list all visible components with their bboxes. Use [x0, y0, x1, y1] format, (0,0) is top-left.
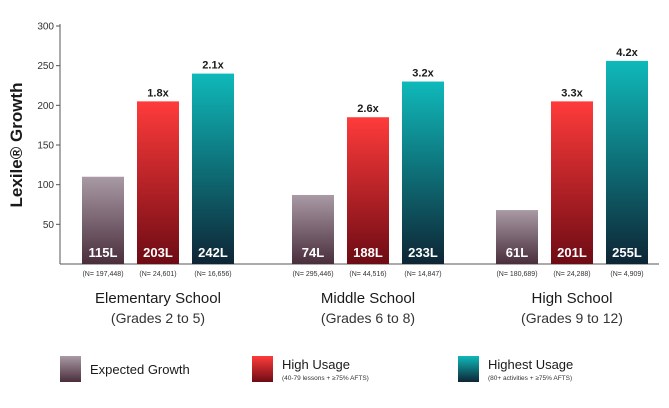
sample-size-label: (N= 4,909)	[610, 271, 643, 278]
group-title: High School	[532, 290, 613, 307]
legend-swatch-high-usage	[252, 356, 273, 382]
y-tick-label: 300	[37, 22, 54, 33]
bar-layer	[82, 60, 648, 265]
legend-swatch-highest-usage	[458, 356, 479, 382]
sample-size-label: (N= 24,288)	[553, 271, 590, 278]
sample-size-label: (N= 180,689)	[496, 271, 537, 278]
bar-middle-school-highest-usage	[402, 81, 444, 265]
y-axis-label: Lexile® Growth	[7, 83, 26, 208]
multiplier-label: 2.1x	[202, 60, 224, 72]
sample-size-label: (N= 24,601)	[139, 271, 176, 278]
multiplier-label: 3.2x	[412, 68, 434, 80]
bar-value-label: 203L	[143, 245, 173, 260]
bar-high-school-expected-growth	[496, 210, 538, 264]
sample-size-label: (N= 197,448)	[82, 271, 123, 278]
bar-elementary-school-expected-growth	[82, 176, 124, 264]
y-tick-label: 100	[37, 180, 54, 191]
bar-value-label: 188L	[353, 245, 383, 260]
legend-label: Highest Usage	[488, 357, 573, 372]
group-title: Elementary School	[95, 290, 221, 307]
legend-label: Expected Growth	[90, 362, 190, 377]
group-subtitle: (Grades 9 to 12)	[521, 310, 623, 326]
y-tick-label: 200	[37, 101, 54, 112]
sample-size-label: (N= 44,516)	[349, 271, 386, 278]
bar-value-label: 255L	[612, 245, 642, 260]
sample-size-label: (N= 295,446)	[292, 271, 333, 278]
legend-sublabel: (40-79 lessons + ≥75% AFTS)	[282, 375, 369, 382]
group-subtitle: (Grades 2 to 5)	[111, 310, 205, 326]
legend: Expected Growth High Usage (40-79 lessons …	[60, 356, 573, 382]
bar-value-label: 201L	[557, 245, 587, 260]
legend-label: High Usage	[282, 357, 350, 372]
label-layer: 115L (N= 197,448) 203L 1.8x (N= 24,601) 242L 2…	[82, 47, 643, 326]
bar-value-label: 233L	[408, 245, 438, 260]
multiplier-label: 3.3x	[561, 87, 583, 99]
bar-value-label: 61L	[506, 245, 528, 260]
y-tick-label: 150	[37, 141, 54, 152]
legend-swatch-expected-growth	[60, 356, 81, 382]
sample-size-label: (N= 16,656)	[194, 271, 231, 278]
y-tick-label: 250	[37, 61, 54, 72]
multiplier-label: 2.6x	[357, 103, 379, 115]
bar-elementary-school-high-usage	[137, 101, 179, 264]
y-tick-label: 50	[43, 220, 55, 231]
legend-sublabel: (80+ activities + ≥75% AFTS)	[488, 375, 572, 382]
bar-high-school-highest-usage	[606, 60, 648, 265]
bar-value-label: 242L	[198, 245, 228, 260]
sample-size-label: (N= 14,847)	[404, 271, 441, 278]
bar-middle-school-expected-growth	[292, 194, 334, 264]
group-title: Middle School	[321, 290, 415, 307]
multiplier-label: 4.2x	[616, 47, 638, 59]
bar-value-label: 74L	[302, 245, 324, 260]
bar-high-school-high-usage	[551, 101, 593, 264]
bar-elementary-school-highest-usage	[192, 73, 234, 264]
bar-middle-school-high-usage	[347, 117, 389, 264]
group-subtitle: (Grades 6 to 8)	[321, 310, 415, 326]
bar-value-label: 115L	[89, 245, 118, 260]
multiplier-label: 1.8x	[147, 87, 169, 99]
